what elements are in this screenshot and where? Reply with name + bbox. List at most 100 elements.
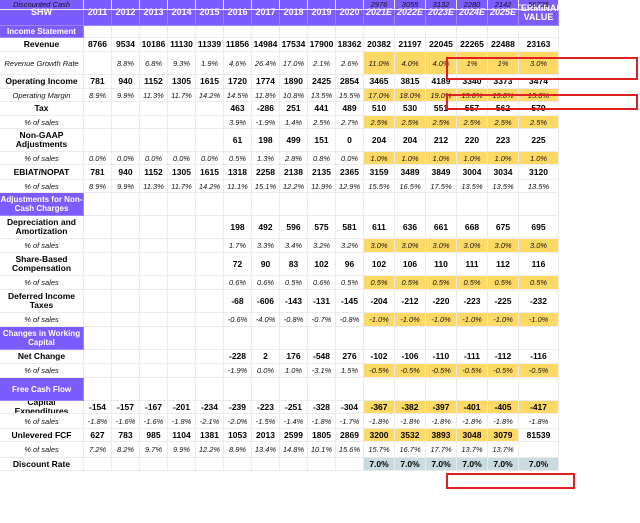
table-cell: 1% xyxy=(488,52,519,75)
table-cell: 1152 xyxy=(140,165,168,180)
table-cell xyxy=(112,253,140,276)
table-cell: 23163 xyxy=(519,38,559,52)
table-cell: 10.8% xyxy=(280,89,308,102)
table-cell: 2.5% xyxy=(395,116,426,129)
table-cell: 22265 xyxy=(457,38,488,52)
table-cell: -239 xyxy=(224,401,252,414)
table-cell: 0.5% xyxy=(280,276,308,290)
table-cell xyxy=(336,0,364,10)
table-cell: 116 xyxy=(519,253,559,276)
table-cell: 3.9% xyxy=(224,116,252,129)
table-cell xyxy=(364,193,395,216)
table-cell: 3815 xyxy=(395,75,426,89)
table-cell: -102 xyxy=(364,350,395,364)
table-cell: 4.0% xyxy=(426,52,457,75)
row-label: Operating Income xyxy=(0,75,84,89)
table-cell xyxy=(224,26,252,38)
table-cell xyxy=(336,378,364,401)
table-cell xyxy=(84,129,112,152)
table-cell: 14.2% xyxy=(196,89,224,102)
table-cell: -1.6% xyxy=(112,414,140,429)
table-cell: 3079 xyxy=(488,429,519,442)
table-cell: 2.6% xyxy=(336,52,364,75)
table-cell xyxy=(336,193,364,216)
table-cell: 1.0% xyxy=(280,364,308,378)
table-cell: 9.9% xyxy=(112,89,140,102)
table-cell xyxy=(196,26,224,38)
table-cell: 1720 xyxy=(224,75,252,89)
table-cell xyxy=(140,290,168,313)
table-cell xyxy=(196,458,224,471)
table-cell xyxy=(140,378,168,401)
table-cell: 1104 xyxy=(168,429,196,442)
table-cell xyxy=(140,253,168,276)
table-cell xyxy=(364,26,395,38)
table-cell: 3048 xyxy=(457,429,488,442)
table-cell: -401 xyxy=(457,401,488,414)
table-cell: 781 xyxy=(84,75,112,89)
table-cell: 695 xyxy=(519,216,559,239)
table-cell: 636 xyxy=(395,216,426,239)
table-cell xyxy=(519,327,559,350)
table-cell: 9534 xyxy=(112,38,140,52)
table-cell: 3893 xyxy=(426,429,457,442)
row-label: % of sales xyxy=(0,364,84,378)
table-cell xyxy=(112,290,140,313)
table-cell xyxy=(224,0,252,10)
table-cell: 2365 xyxy=(336,165,364,180)
table-cell: 2854 xyxy=(336,75,364,89)
table-row: Non-GAAP Adjustments 61 198 499 151 0 204 204 21… xyxy=(0,129,640,152)
table-row: Net Change -228 2 176 -548 276 -102 -106 -110 -11… xyxy=(0,350,640,364)
table-cell xyxy=(140,129,168,152)
table-cell xyxy=(252,458,280,471)
header-col-2: 2013 xyxy=(140,0,168,26)
table-cell xyxy=(196,253,224,276)
table-cell xyxy=(112,313,140,327)
table-cell xyxy=(140,276,168,290)
table-cell: 2 xyxy=(252,350,280,364)
table-cell: 18.0% xyxy=(395,89,426,102)
table-cell: 2.1% xyxy=(308,52,336,75)
table-cell xyxy=(168,350,196,364)
table-cell: 1305 xyxy=(168,165,196,180)
table-cell xyxy=(140,364,168,378)
row-label: Unlevered FCF xyxy=(0,429,84,442)
table-cell: 1152 xyxy=(140,75,168,89)
table-cell xyxy=(280,327,308,350)
table-cell: 1318 xyxy=(224,165,252,180)
table-cell: -1.8% xyxy=(308,414,336,429)
table-cell: 13.7% xyxy=(457,442,488,458)
table-cell: 2599 xyxy=(280,429,308,442)
table-cell: 17.5% xyxy=(426,180,457,193)
table-cell: -220 xyxy=(426,290,457,313)
table-cell xyxy=(488,327,519,350)
table-cell xyxy=(84,216,112,239)
table-cell xyxy=(168,216,196,239)
table-cell: 14.8% xyxy=(280,442,308,458)
table-cell xyxy=(84,253,112,276)
table-cell xyxy=(140,216,168,239)
table-cell: -225 xyxy=(488,290,519,313)
header-col-1: 2012 xyxy=(112,0,140,26)
section-row: Adjustments for Non-Cash Charges xyxy=(0,193,640,216)
table-cell xyxy=(112,129,140,152)
table-cell: -106 xyxy=(395,350,426,364)
table-row: Revenue 8766 9534 10186 11130 11339 11856 14984… xyxy=(0,38,640,52)
table-cell: 2138 xyxy=(280,165,308,180)
table-cell: 8.9% xyxy=(224,442,252,458)
row-label: Capital Expenditures xyxy=(0,401,84,414)
table-cell xyxy=(308,193,336,216)
table-cell: -0.6% xyxy=(224,313,252,327)
table-cell: 3004 xyxy=(457,165,488,180)
table-cell: 1615 xyxy=(196,165,224,180)
table-cell: 276 xyxy=(336,350,364,364)
table-cell xyxy=(196,290,224,313)
table-cell: -1.0% xyxy=(457,313,488,327)
table-cell xyxy=(395,26,426,38)
table-cell: 15.0% xyxy=(488,89,519,102)
table-cell: 11.7% xyxy=(168,89,196,102)
table-cell: 11339 xyxy=(196,38,224,52)
table-cell: -154 xyxy=(84,401,112,414)
table-cell: 17.0% xyxy=(280,52,308,75)
table-cell xyxy=(280,458,308,471)
